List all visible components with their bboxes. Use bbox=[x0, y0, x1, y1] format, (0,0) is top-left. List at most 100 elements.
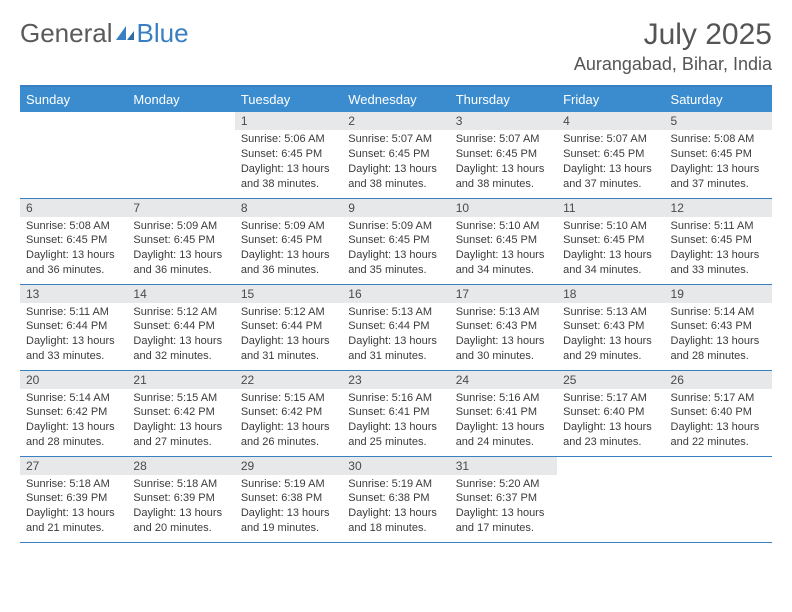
day-details: Sunrise: 5:13 AM Sunset: 6:43 PM Dayligh… bbox=[557, 303, 664, 368]
day-details: Sunrise: 5:13 AM Sunset: 6:44 PM Dayligh… bbox=[342, 303, 449, 368]
day-details bbox=[127, 116, 234, 122]
calendar-day-cell: 16Sunrise: 5:13 AM Sunset: 6:44 PM Dayli… bbox=[342, 284, 449, 370]
day-details: Sunrise: 5:13 AM Sunset: 6:43 PM Dayligh… bbox=[450, 303, 557, 368]
day-details: Sunrise: 5:17 AM Sunset: 6:40 PM Dayligh… bbox=[665, 389, 772, 454]
calendar-day-cell: 14Sunrise: 5:12 AM Sunset: 6:44 PM Dayli… bbox=[127, 284, 234, 370]
calendar-day-cell: 6Sunrise: 5:08 AM Sunset: 6:45 PM Daylig… bbox=[20, 198, 127, 284]
day-number: 1 bbox=[235, 112, 342, 130]
day-details: Sunrise: 5:12 AM Sunset: 6:44 PM Dayligh… bbox=[127, 303, 234, 368]
calendar-day-cell: 18Sunrise: 5:13 AM Sunset: 6:43 PM Dayli… bbox=[557, 284, 664, 370]
calendar-week-row: 1Sunrise: 5:06 AM Sunset: 6:45 PM Daylig… bbox=[20, 112, 772, 198]
day-number: 28 bbox=[127, 457, 234, 475]
calendar-day-cell: 31Sunrise: 5:20 AM Sunset: 6:37 PM Dayli… bbox=[450, 456, 557, 542]
day-details: Sunrise: 5:10 AM Sunset: 6:45 PM Dayligh… bbox=[450, 217, 557, 282]
day-number: 6 bbox=[20, 199, 127, 217]
day-number: 10 bbox=[450, 199, 557, 217]
day-details: Sunrise: 5:16 AM Sunset: 6:41 PM Dayligh… bbox=[342, 389, 449, 454]
calendar-day-cell bbox=[665, 456, 772, 542]
day-number: 18 bbox=[557, 285, 664, 303]
day-number: 9 bbox=[342, 199, 449, 217]
day-details: Sunrise: 5:09 AM Sunset: 6:45 PM Dayligh… bbox=[127, 217, 234, 282]
day-details: Sunrise: 5:07 AM Sunset: 6:45 PM Dayligh… bbox=[342, 130, 449, 195]
day-number: 31 bbox=[450, 457, 557, 475]
calendar-day-cell: 9Sunrise: 5:09 AM Sunset: 6:45 PM Daylig… bbox=[342, 198, 449, 284]
calendar-week-row: 27Sunrise: 5:18 AM Sunset: 6:39 PM Dayli… bbox=[20, 456, 772, 542]
weekday-header: Sunday bbox=[20, 87, 127, 112]
calendar-day-cell: 23Sunrise: 5:16 AM Sunset: 6:41 PM Dayli… bbox=[342, 370, 449, 456]
calendar-day-cell: 30Sunrise: 5:19 AM Sunset: 6:38 PM Dayli… bbox=[342, 456, 449, 542]
day-number: 26 bbox=[665, 371, 772, 389]
weekday-header: Friday bbox=[557, 87, 664, 112]
calendar-day-cell: 3Sunrise: 5:07 AM Sunset: 6:45 PM Daylig… bbox=[450, 112, 557, 198]
calendar-day-cell: 2Sunrise: 5:07 AM Sunset: 6:45 PM Daylig… bbox=[342, 112, 449, 198]
calendar-day-cell: 27Sunrise: 5:18 AM Sunset: 6:39 PM Dayli… bbox=[20, 456, 127, 542]
weekday-header: Saturday bbox=[665, 87, 772, 112]
calendar-day-cell: 17Sunrise: 5:13 AM Sunset: 6:43 PM Dayli… bbox=[450, 284, 557, 370]
calendar-day-cell: 11Sunrise: 5:10 AM Sunset: 6:45 PM Dayli… bbox=[557, 198, 664, 284]
day-number: 29 bbox=[235, 457, 342, 475]
day-number: 19 bbox=[665, 285, 772, 303]
calendar-week-row: 13Sunrise: 5:11 AM Sunset: 6:44 PM Dayli… bbox=[20, 284, 772, 370]
day-number: 27 bbox=[20, 457, 127, 475]
day-number: 17 bbox=[450, 285, 557, 303]
day-number: 23 bbox=[342, 371, 449, 389]
day-details: Sunrise: 5:19 AM Sunset: 6:38 PM Dayligh… bbox=[235, 475, 342, 540]
calendar-day-cell: 7Sunrise: 5:09 AM Sunset: 6:45 PM Daylig… bbox=[127, 198, 234, 284]
calendar-body: 1Sunrise: 5:06 AM Sunset: 6:45 PM Daylig… bbox=[20, 112, 772, 542]
day-details: Sunrise: 5:19 AM Sunset: 6:38 PM Dayligh… bbox=[342, 475, 449, 540]
day-number: 5 bbox=[665, 112, 772, 130]
weekday-header: Thursday bbox=[450, 87, 557, 112]
day-number: 12 bbox=[665, 199, 772, 217]
brand-part2: Blue bbox=[137, 18, 189, 49]
day-details: Sunrise: 5:11 AM Sunset: 6:44 PM Dayligh… bbox=[20, 303, 127, 368]
calendar-day-cell: 13Sunrise: 5:11 AM Sunset: 6:44 PM Dayli… bbox=[20, 284, 127, 370]
calendar-day-cell: 20Sunrise: 5:14 AM Sunset: 6:42 PM Dayli… bbox=[20, 370, 127, 456]
title-block: July 2025 Aurangabad, Bihar, India bbox=[574, 18, 772, 75]
day-details: Sunrise: 5:20 AM Sunset: 6:37 PM Dayligh… bbox=[450, 475, 557, 540]
day-number: 11 bbox=[557, 199, 664, 217]
day-details: Sunrise: 5:09 AM Sunset: 6:45 PM Dayligh… bbox=[342, 217, 449, 282]
calendar-day-cell: 15Sunrise: 5:12 AM Sunset: 6:44 PM Dayli… bbox=[235, 284, 342, 370]
day-number: 8 bbox=[235, 199, 342, 217]
calendar-week-row: 6Sunrise: 5:08 AM Sunset: 6:45 PM Daylig… bbox=[20, 198, 772, 284]
calendar-day-cell: 10Sunrise: 5:10 AM Sunset: 6:45 PM Dayli… bbox=[450, 198, 557, 284]
calendar-day-cell bbox=[20, 112, 127, 198]
calendar-table: Sunday Monday Tuesday Wednesday Thursday… bbox=[20, 87, 772, 543]
weekday-header: Wednesday bbox=[342, 87, 449, 112]
day-number: 24 bbox=[450, 371, 557, 389]
day-details: Sunrise: 5:15 AM Sunset: 6:42 PM Dayligh… bbox=[127, 389, 234, 454]
calendar-week-row: 20Sunrise: 5:14 AM Sunset: 6:42 PM Dayli… bbox=[20, 370, 772, 456]
day-details: Sunrise: 5:09 AM Sunset: 6:45 PM Dayligh… bbox=[235, 217, 342, 282]
day-number: 7 bbox=[127, 199, 234, 217]
calendar-day-cell: 28Sunrise: 5:18 AM Sunset: 6:39 PM Dayli… bbox=[127, 456, 234, 542]
calendar-day-cell: 5Sunrise: 5:08 AM Sunset: 6:45 PM Daylig… bbox=[665, 112, 772, 198]
day-details: Sunrise: 5:07 AM Sunset: 6:45 PM Dayligh… bbox=[450, 130, 557, 195]
weekday-header: Monday bbox=[127, 87, 234, 112]
header: General Blue July 2025 Aurangabad, Bihar… bbox=[20, 18, 772, 75]
day-details: Sunrise: 5:14 AM Sunset: 6:43 PM Dayligh… bbox=[665, 303, 772, 368]
calendar-day-cell: 25Sunrise: 5:17 AM Sunset: 6:40 PM Dayli… bbox=[557, 370, 664, 456]
day-number: 21 bbox=[127, 371, 234, 389]
day-details: Sunrise: 5:08 AM Sunset: 6:45 PM Dayligh… bbox=[665, 130, 772, 195]
day-details: Sunrise: 5:12 AM Sunset: 6:44 PM Dayligh… bbox=[235, 303, 342, 368]
day-details: Sunrise: 5:11 AM Sunset: 6:45 PM Dayligh… bbox=[665, 217, 772, 282]
day-number: 4 bbox=[557, 112, 664, 130]
day-details: Sunrise: 5:14 AM Sunset: 6:42 PM Dayligh… bbox=[20, 389, 127, 454]
day-details: Sunrise: 5:08 AM Sunset: 6:45 PM Dayligh… bbox=[20, 217, 127, 282]
weekday-header: Tuesday bbox=[235, 87, 342, 112]
calendar-day-cell: 8Sunrise: 5:09 AM Sunset: 6:45 PM Daylig… bbox=[235, 198, 342, 284]
day-details bbox=[20, 116, 127, 122]
day-details: Sunrise: 5:06 AM Sunset: 6:45 PM Dayligh… bbox=[235, 130, 342, 195]
sail-icon bbox=[114, 24, 136, 42]
day-number: 3 bbox=[450, 112, 557, 130]
weekday-header-row: Sunday Monday Tuesday Wednesday Thursday… bbox=[20, 87, 772, 112]
day-number: 2 bbox=[342, 112, 449, 130]
calendar-day-cell bbox=[557, 456, 664, 542]
day-details bbox=[665, 461, 772, 467]
calendar-day-cell: 4Sunrise: 5:07 AM Sunset: 6:45 PM Daylig… bbox=[557, 112, 664, 198]
day-details bbox=[557, 461, 664, 467]
brand-part1: General bbox=[20, 18, 113, 49]
day-details: Sunrise: 5:17 AM Sunset: 6:40 PM Dayligh… bbox=[557, 389, 664, 454]
day-number: 30 bbox=[342, 457, 449, 475]
calendar-day-cell: 21Sunrise: 5:15 AM Sunset: 6:42 PM Dayli… bbox=[127, 370, 234, 456]
